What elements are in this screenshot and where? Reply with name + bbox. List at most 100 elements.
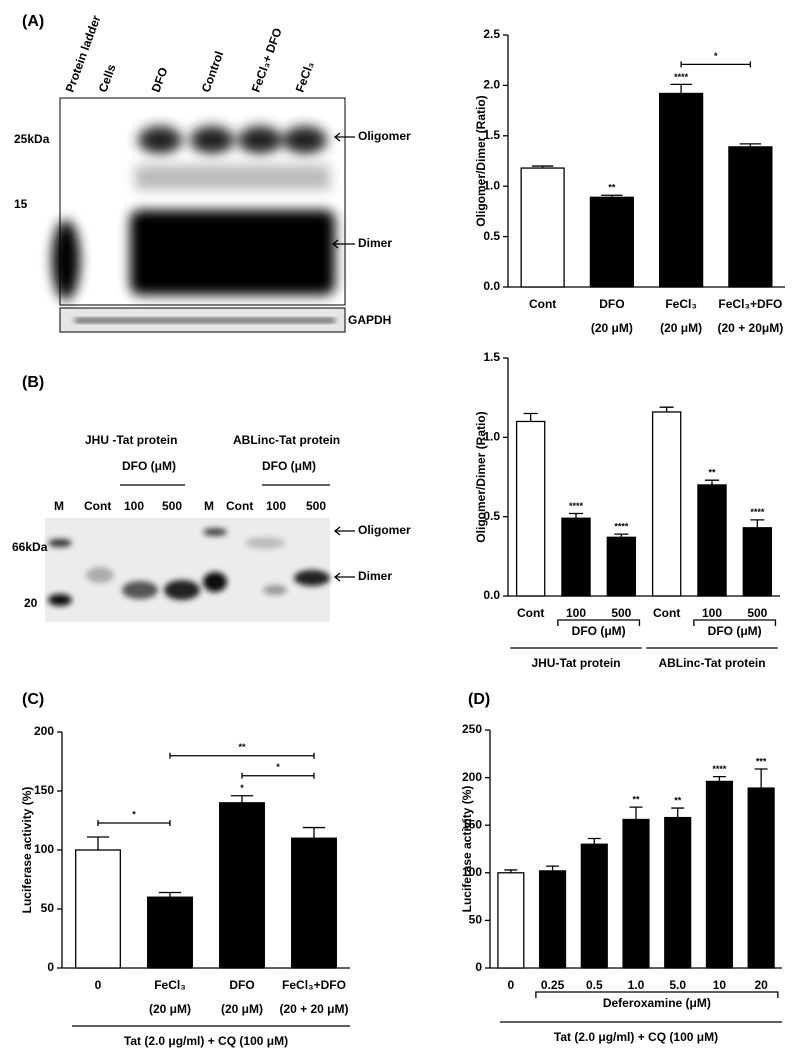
bar — [742, 527, 773, 597]
error-bar — [670, 83, 692, 94]
significance-bracket — [241, 772, 315, 779]
arrow-head — [333, 526, 341, 536]
x-axis-label: Tat (2.0 μg/ml) + CQ (100 μM) — [124, 1034, 288, 1048]
error-bar — [504, 869, 518, 873]
significance-label: **** — [674, 72, 689, 82]
x-tick-label: 0.5 — [586, 978, 603, 992]
blot-bands — [52, 126, 335, 300]
group-label: JHU -Tat protein — [85, 433, 177, 447]
error-bar — [546, 865, 560, 871]
significance-label: * — [714, 51, 718, 61]
bar — [580, 843, 608, 969]
bar — [747, 787, 775, 969]
error-bar — [531, 165, 554, 169]
lane-label: 500 — [306, 499, 326, 513]
y-tick-label: 1.5 — [483, 128, 500, 142]
x-sublabel: (20 + 20 μM) — [279, 1002, 348, 1016]
y-tick-label: 1.5 — [483, 350, 500, 364]
error-bar — [739, 143, 762, 147]
x-tick-label: 500 — [611, 606, 631, 620]
y-tick-label: 150 — [34, 783, 54, 797]
significance-label: **** — [569, 501, 584, 511]
lane-label: FeCl₃+ DFO — [249, 26, 285, 94]
x-tick-label: 20 — [754, 978, 768, 992]
x-sublabel: (20 μM) — [221, 1002, 263, 1016]
group-label: ABLinc-Tat protein — [233, 433, 340, 447]
blot-a — [52, 97, 346, 333]
x-tick-label: 10 — [713, 978, 727, 992]
bar — [75, 849, 121, 969]
y-tick-label: 150 — [462, 817, 482, 831]
group-label: DFO (μM) — [708, 624, 762, 638]
lane-label: 100 — [124, 499, 144, 513]
lane-label: Control — [199, 49, 227, 94]
y-tick-label: 0.5 — [483, 229, 500, 243]
bar — [651, 411, 682, 597]
significance-bracket — [97, 820, 171, 827]
loading-label: GAPDH — [348, 313, 391, 327]
bar — [697, 484, 727, 597]
significance-label: * — [132, 809, 136, 819]
lane-label: Cont — [226, 499, 253, 513]
arrow-head — [331, 239, 339, 249]
x-tick-label: FeCl₃ — [665, 297, 697, 311]
group-bracket — [535, 991, 779, 998]
x-axis-label: Tat (2.0 μg/ml) + CQ (100 μM) — [554, 1030, 718, 1044]
y-axis-label: Luciferase activity (%) — [20, 787, 34, 914]
error-bar — [704, 479, 720, 485]
marker-label: 20 — [24, 596, 38, 610]
treatment-label: DFO (μM) — [122, 459, 176, 473]
bar — [659, 92, 704, 288]
bar — [561, 517, 591, 597]
band-label: Oligomer — [358, 129, 411, 143]
marker-label: 66kDa — [12, 540, 48, 554]
error-bar — [568, 512, 584, 519]
error-bar — [614, 533, 629, 538]
y-tick-label: 100 — [34, 842, 54, 856]
x-sublabel: (20 μM) — [660, 321, 702, 335]
x-sublabel: (20 μM) — [149, 1002, 191, 1016]
x-sublabel: (20 μM) — [591, 321, 633, 335]
x-tick-label: DFO — [599, 297, 624, 311]
significance-label: * — [276, 762, 280, 772]
significance-label: **** — [614, 521, 629, 531]
error-bar — [659, 406, 674, 412]
band-label: Dimer — [358, 236, 392, 250]
bar — [291, 837, 337, 969]
bar — [622, 818, 650, 969]
x-tick-label: 1.0 — [628, 978, 645, 992]
significance-label: ** — [608, 183, 616, 193]
bar — [147, 896, 193, 969]
supergroup-label: ABLinc-Tat protein — [658, 656, 765, 670]
panel-label: (C) — [22, 691, 44, 708]
band-label: Dimer — [358, 569, 392, 583]
x-tick-label: Cont — [653, 606, 680, 620]
x-tick-label: Cont — [529, 297, 556, 311]
y-tick-label: 0.5 — [483, 509, 500, 523]
bar — [606, 536, 637, 597]
y-axis-label: Oligomer/Dimer (Ratio) — [474, 411, 488, 542]
error-bar — [712, 775, 726, 782]
error-bar — [523, 412, 538, 422]
supergroup-label: JHU-Tat protein — [531, 656, 620, 670]
significance-label: * — [240, 783, 244, 793]
group-bracket — [693, 619, 777, 626]
error-bar — [587, 837, 601, 845]
error-bar — [671, 807, 685, 818]
error-bar — [86, 836, 110, 850]
x-tick-label: FeCl₃+DFO — [718, 297, 782, 311]
y-tick-label: 0 — [475, 960, 482, 974]
x-tick-label: 0.25 — [541, 978, 565, 992]
y-tick-label: 0.0 — [483, 588, 500, 602]
y-tick-label: 1.0 — [483, 178, 500, 192]
error-bar — [158, 891, 182, 898]
significance-label: **** — [712, 764, 727, 774]
lane-label: Cells — [96, 62, 119, 94]
group-bracket — [557, 619, 641, 626]
y-tick-label: 0.0 — [483, 279, 500, 293]
x-tick-label: 100 — [702, 606, 722, 620]
marker-label: 15 — [14, 197, 28, 211]
lane-label: 500 — [162, 499, 182, 513]
lane-label: DFO — [149, 66, 171, 95]
